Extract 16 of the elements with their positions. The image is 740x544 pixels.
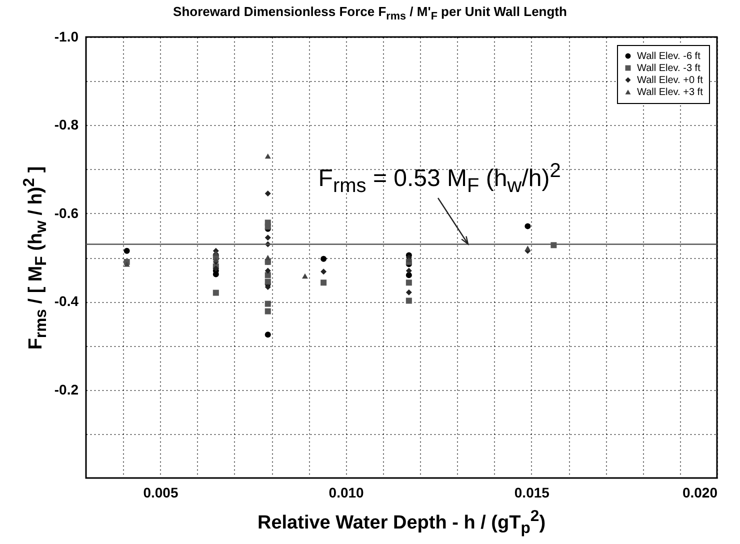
y-tick-label: -0.6	[54, 204, 79, 221]
y-tick-label: -1.0	[54, 28, 79, 44]
y-tick-label: -0.8	[54, 116, 79, 133]
x-axis-title: Relative Water Depth - h / (gT$_{p}$$^{2}$)	[256, 508, 547, 538]
x-tick-label: 0.010	[328, 484, 364, 500]
legend-label: Wall Elev. -6 ft	[637, 51, 701, 62]
legend-label: Wall Elev. +3 ft	[637, 87, 704, 98]
legend-label: Wall Elev. +0 ft	[637, 75, 704, 86]
x-tick-label: 0.020	[682, 484, 718, 500]
x-tick-label: 0.005	[143, 484, 178, 500]
x-tick-label: 0.015	[514, 484, 550, 500]
y-tick-label: -0.2	[54, 381, 79, 398]
chart-title: Shoreward Dimensionless Force F$_{rms}$ / M'$_{F}$ per Unit Wall Length	[172, 4, 568, 23]
legend-label: Wall Elev. -3 ft	[637, 63, 701, 74]
annotation: F$_{rms}$ = 0.53 M$_{F}$ (h$_{w}$/h)$^{2}$	[318, 160, 561, 198]
y-tick-label: -0.4	[54, 293, 79, 310]
